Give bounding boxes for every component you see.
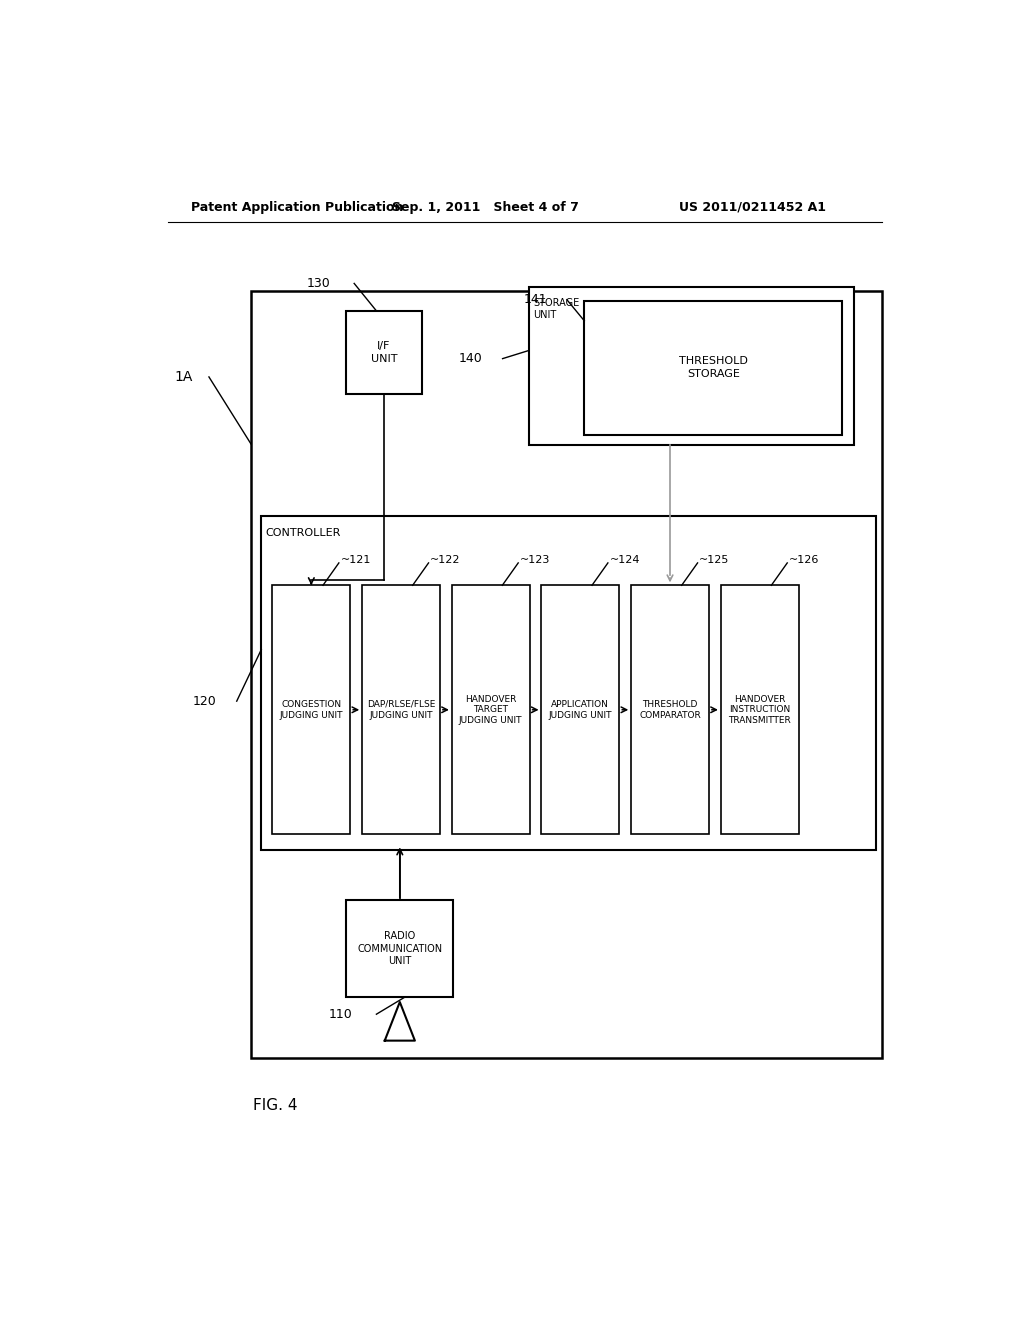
Text: DAP/RLSE/FLSE
JUDGING UNIT: DAP/RLSE/FLSE JUDGING UNIT [367,700,435,719]
Bar [528,288,854,445]
Text: Sep. 1, 2011   Sheet 4 of 7: Sep. 1, 2011 Sheet 4 of 7 [392,201,579,214]
Text: HANDOVER
INSTRUCTION
TRANSMITTER: HANDOVER INSTRUCTION TRANSMITTER [728,694,792,725]
Bar [251,290,882,1057]
Text: US 2011/0211452 A1: US 2011/0211452 A1 [679,201,826,214]
Text: RADIO
COMMUNICATION
UNIT: RADIO COMMUNICATION UNIT [357,931,442,966]
Text: 120: 120 [194,694,217,708]
Text: ~122: ~122 [430,554,461,565]
Bar [631,585,709,834]
Text: Patent Application Publication: Patent Application Publication [191,201,403,214]
Text: FIG. 4: FIG. 4 [253,1098,298,1113]
Text: 1A: 1A [175,370,194,384]
Text: ~126: ~126 [788,554,819,565]
Text: ~123: ~123 [520,554,550,565]
Text: ~121: ~121 [340,554,371,565]
Text: 140: 140 [459,352,482,366]
Text: 110: 110 [329,1007,352,1020]
Bar [542,585,620,834]
Text: HANDOVER
TARGET
JUDGING UNIT: HANDOVER TARGET JUDGING UNIT [459,694,522,725]
Text: CONTROLLER: CONTROLLER [265,528,341,539]
Bar [721,585,799,834]
Text: 130: 130 [306,277,331,290]
Text: APPLICATION
JUDGING UNIT: APPLICATION JUDGING UNIT [549,700,612,719]
Bar [585,301,842,434]
Bar [261,516,877,850]
Bar [346,312,422,395]
Text: THRESHOLD
STORAGE: THRESHOLD STORAGE [679,356,748,379]
Bar [346,900,454,997]
Text: I/F
UNIT: I/F UNIT [371,341,397,364]
Bar [362,585,440,834]
Bar [452,585,529,834]
Text: THRESHOLD
COMPARATOR: THRESHOLD COMPARATOR [639,700,700,719]
Text: CONGESTION
JUDGING UNIT: CONGESTION JUDGING UNIT [280,700,343,719]
Text: STORAGE
UNIT: STORAGE UNIT [534,297,580,319]
Text: 141: 141 [523,293,547,306]
Text: ~124: ~124 [609,554,640,565]
Bar [272,585,350,834]
Text: ~125: ~125 [699,554,729,565]
